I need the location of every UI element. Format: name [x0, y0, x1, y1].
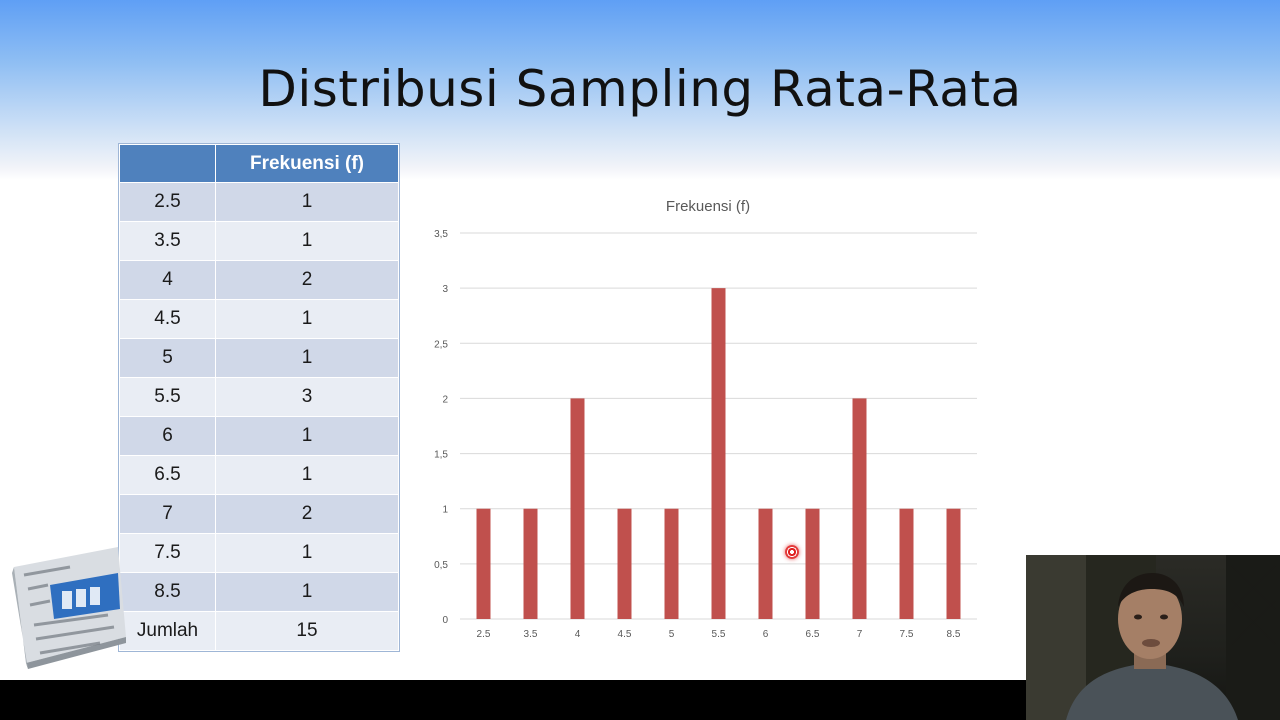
chart-bars [476, 288, 961, 619]
x-tick-label: 7 [857, 629, 863, 640]
frequency-table: Frekuensi (f) 2.5 1 3.5 1 4 2 4.5 1 5 1 [118, 143, 400, 652]
chart-bar [570, 398, 585, 619]
x-tick-label: 8.5 [947, 629, 961, 640]
chart-bar [899, 508, 914, 619]
total-label: Jumlah [119, 611, 216, 651]
y-tick-label: 1,5 [434, 450, 448, 461]
statistics-3d-logo-icon [10, 545, 128, 670]
table-cell: 1 [215, 182, 399, 222]
table-row: 7.5 1 [119, 533, 399, 573]
total-value: 15 [215, 611, 399, 651]
table-cell: 3 [215, 377, 399, 417]
table-cell: 4.5 [119, 299, 216, 339]
table-row: 6 1 [119, 416, 399, 456]
x-tick-label: 5.5 [712, 629, 726, 640]
table-cell: 6 [119, 416, 216, 456]
chart-bar [476, 508, 491, 619]
chart-bar [946, 508, 961, 619]
y-tick-label: 0 [442, 615, 448, 626]
table-row: 2.5 1 [119, 182, 399, 222]
x-tick-label: 7.5 [900, 629, 914, 640]
table-cell: 1 [215, 221, 399, 261]
table-row: 4 2 [119, 260, 399, 300]
table-header-cell [119, 144, 216, 183]
table-row: 5.5 3 [119, 377, 399, 417]
table-cell: 8.5 [119, 572, 216, 612]
table-cell: 2 [215, 260, 399, 300]
y-tick-label: 2 [442, 394, 448, 405]
table-row: 7 2 [119, 494, 399, 534]
x-tick-label: 4 [575, 629, 581, 640]
chart-bar [805, 508, 820, 619]
y-tick-label: 2,5 [434, 339, 448, 350]
table-cell: 5 [119, 338, 216, 378]
frequency-bar-chart: Frekuensi (f) 0 0,5 1 1,5 2 2,5 3 3,5 2.5 3.5 4 4.… [420, 185, 1000, 655]
table-row: 8.5 1 [119, 572, 399, 612]
y-tick-label: 3,5 [434, 229, 448, 240]
table-row: 5 1 [119, 338, 399, 378]
table-header-cell: Frekuensi (f) [215, 144, 399, 183]
table-cell: 3.5 [119, 221, 216, 261]
table-cell: 5.5 [119, 377, 216, 417]
table-cell: 7 [119, 494, 216, 534]
table-total-row: Jumlah 15 [119, 611, 399, 651]
table-cell: 2 [215, 494, 399, 534]
chart-title: Frekuensi (f) [666, 198, 750, 215]
chart-svg: Frekuensi (f) 0 0,5 1 1,5 2 2,5 3 3,5 2.5 3.5 4 4.… [434, 198, 977, 640]
table-cell: 1 [215, 299, 399, 339]
table-cell: 6.5 [119, 455, 216, 495]
x-tick-label: 6 [763, 629, 769, 640]
table-row: 4.5 1 [119, 299, 399, 339]
chart-y-axis: 0 0,5 1 1,5 2 2,5 3 3,5 [434, 229, 448, 626]
x-tick-label: 6.5 [806, 629, 820, 640]
table-cell: 7.5 [119, 533, 216, 573]
table-cell: 4 [119, 260, 216, 300]
chart-bar [852, 398, 867, 619]
x-tick-label: 4.5 [618, 629, 632, 640]
chart-bar [758, 508, 773, 619]
slide-title: Distribusi Sampling Rata-Rata [258, 60, 1022, 118]
table-cell: 1 [215, 455, 399, 495]
chart-bar [711, 288, 726, 619]
x-tick-label: 2.5 [477, 629, 491, 640]
table-cell: 1 [215, 533, 399, 573]
table-cell: 1 [215, 416, 399, 456]
table-cell: 2.5 [119, 182, 216, 222]
table-row: 3.5 1 [119, 221, 399, 261]
chart-bar [664, 508, 679, 619]
presenter-webcam [1026, 555, 1280, 720]
chart-bar [523, 508, 538, 619]
table-cell: 1 [215, 338, 399, 378]
x-tick-label: 5 [669, 629, 675, 640]
chart-x-axis: 2.5 3.5 4 4.5 5 5.5 6 6.5 7 7.5 8.5 [477, 629, 961, 640]
laser-pointer-icon [785, 545, 799, 559]
y-tick-label: 0,5 [434, 560, 448, 571]
table-row: 6.5 1 [119, 455, 399, 495]
y-tick-label: 3 [442, 284, 448, 295]
chart-bar [617, 508, 632, 619]
table-cell: 1 [215, 572, 399, 612]
y-tick-label: 1 [442, 505, 448, 516]
slide: Distribusi Sampling Rata-Rata Frekuensi … [0, 0, 1280, 680]
x-tick-label: 3.5 [524, 629, 538, 640]
table-header-row: Frekuensi (f) [119, 144, 399, 183]
